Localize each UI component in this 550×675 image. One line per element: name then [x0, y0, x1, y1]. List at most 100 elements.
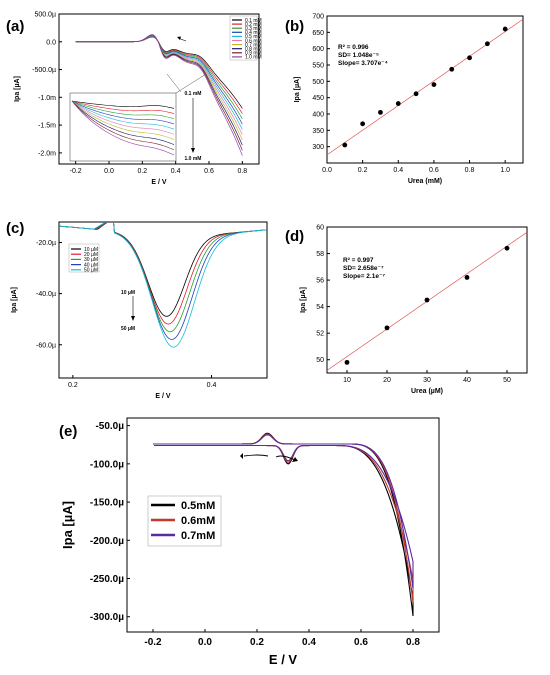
y-tick-label: -100.0µ: [90, 459, 124, 470]
inset-line: [71, 100, 175, 114]
y-tick-label: -50.0µ: [95, 421, 124, 432]
y-tick-label: 0.0: [46, 39, 56, 46]
annotation-bottom: 50 µM: [121, 326, 135, 332]
annotation-bottom: 1.0 mM: [185, 156, 202, 162]
panel-label: (b): [285, 18, 304, 35]
y-tick-label: 650: [312, 30, 324, 37]
data-point: [413, 91, 419, 97]
data-point: [484, 41, 490, 47]
data-point: [378, 109, 383, 115]
y-axis-label: Ipa [µA]: [294, 77, 301, 103]
fit-annotation: R² = 0.997: [343, 257, 374, 264]
data-point: [502, 26, 508, 32]
panel-label: (a): [6, 18, 24, 35]
y-tick-label: -200.0µ: [90, 536, 124, 547]
legend-entry: 0.7 mM: [245, 42, 262, 48]
x-tick-label: 0.4: [302, 637, 316, 648]
scan-direction-arrow-head: [177, 36, 181, 40]
legend-entry: 0.8 mM: [245, 47, 262, 53]
x-tick-label: 0.8: [406, 637, 420, 648]
data-point: [342, 142, 348, 148]
x-tick-label: 0.8: [237, 168, 247, 175]
y-tick-label: 300: [312, 144, 324, 151]
y-tick-label: -1.5m: [38, 123, 56, 130]
inset-line: [71, 100, 175, 125]
y-tick-label: -300.0µ: [90, 612, 124, 623]
y-tick-label: -150.0µ: [90, 498, 124, 509]
y-tick-label: -2.0m: [38, 150, 56, 157]
data-point: [464, 275, 470, 280]
x-tick-label: 40: [463, 377, 471, 384]
y-tick-label: 58: [316, 251, 324, 258]
x-tick-label: -0.2: [144, 637, 162, 648]
y-tick-label: -40.0µ: [36, 291, 56, 298]
series-line: [75, 34, 243, 156]
y-tick-label: 700: [312, 14, 324, 21]
legend-entry: 20 µM: [84, 252, 98, 258]
data-point: [431, 82, 437, 87]
legend-entry: 0.1 mM: [245, 18, 262, 24]
scan-direction-arrow-head: [240, 453, 243, 459]
x-axis-label: E / V: [155, 393, 171, 400]
legend-entry: 40 µM: [84, 262, 98, 268]
plot-frame: [326, 15, 524, 164]
y-tick-label: 500.0µ: [34, 12, 56, 19]
y-tick-label: 56: [316, 278, 324, 285]
data-point: [449, 66, 455, 72]
x-tick-label: 0.0: [322, 167, 332, 174]
y-tick-label: 60: [316, 225, 324, 232]
data-point: [344, 359, 350, 365]
x-tick-label: 0.4: [393, 167, 403, 174]
x-tick-label: 0.8: [465, 167, 475, 174]
y-axis-label: Ipa [µA]: [11, 287, 18, 313]
panel-label: (d): [285, 228, 304, 245]
x-tick-label: 0.4: [207, 382, 217, 389]
x-axis-label: E / V: [151, 179, 167, 186]
x-tick-label: 0.2: [68, 382, 78, 389]
x-tick-label: 1.0: [500, 167, 510, 174]
series-line: [153, 434, 414, 589]
panel-c: 0.2 0.4 -20.0µ -40.0µ -60.0µ E / V Ipa [µA] (c)…: [6, 220, 268, 400]
legend-entry: 10 µM: [84, 247, 98, 253]
fit-annotation: Slope= 2.1e⁻⁷: [343, 273, 385, 280]
x-axis-label: E / V: [269, 652, 298, 667]
legend-entry: 0.9 mM: [245, 51, 262, 57]
legend-entry: 0.6mM: [181, 515, 215, 527]
y-tick-label: 550: [312, 63, 324, 70]
inset-line: [71, 100, 175, 135]
panel-b: 0.0 0.2 0.4 0.6 0.8 1.0 300 350 400 450 500 550 600 6…: [285, 14, 524, 185]
inset-line: [71, 100, 175, 140]
data-point: [424, 297, 430, 303]
plot-frame: [58, 13, 260, 165]
x-tick-label: 10: [343, 377, 351, 384]
y-tick-label: 350: [312, 128, 324, 135]
y-tick-label: -1.0m: [38, 95, 56, 102]
y-tick-label: 500: [312, 79, 324, 86]
panel-d: 10 20 30 40 50 50 52 54 56 58 60 Urea (µM) Ipa [µA] (…: [285, 225, 528, 395]
x-axis-label: Urea (mM): [408, 178, 442, 185]
inset-frame: [69, 92, 177, 162]
scan-direction-arrow: [243, 454, 269, 457]
plot-frame: [58, 221, 268, 379]
plot-frame: [126, 417, 440, 633]
legend-frame: [229, 15, 258, 61]
x-tick-label: 0.6: [429, 167, 439, 174]
y-axis-label: Ipa [µA]: [14, 76, 21, 102]
y-tick-label: 400: [312, 112, 324, 119]
data-point: [467, 55, 472, 61]
inset-line: [71, 100, 175, 156]
legend-entry: 30 µM: [84, 257, 98, 263]
fit-annotation: R² = 0.996: [338, 44, 369, 51]
y-tick-label: 450: [312, 95, 324, 102]
x-tick-label: 0.2: [137, 168, 147, 175]
data-point: [504, 245, 510, 251]
legend-entry: 0.5 mM: [245, 34, 262, 40]
x-tick-label: 0.6: [204, 168, 214, 175]
x-tick-label: 20: [383, 377, 391, 384]
panel-label: (e): [59, 423, 77, 440]
x-tick-label: 30: [423, 377, 431, 384]
x-tick-label: 0.0: [198, 637, 212, 648]
legend-entry: 0.3 mM: [245, 26, 262, 32]
